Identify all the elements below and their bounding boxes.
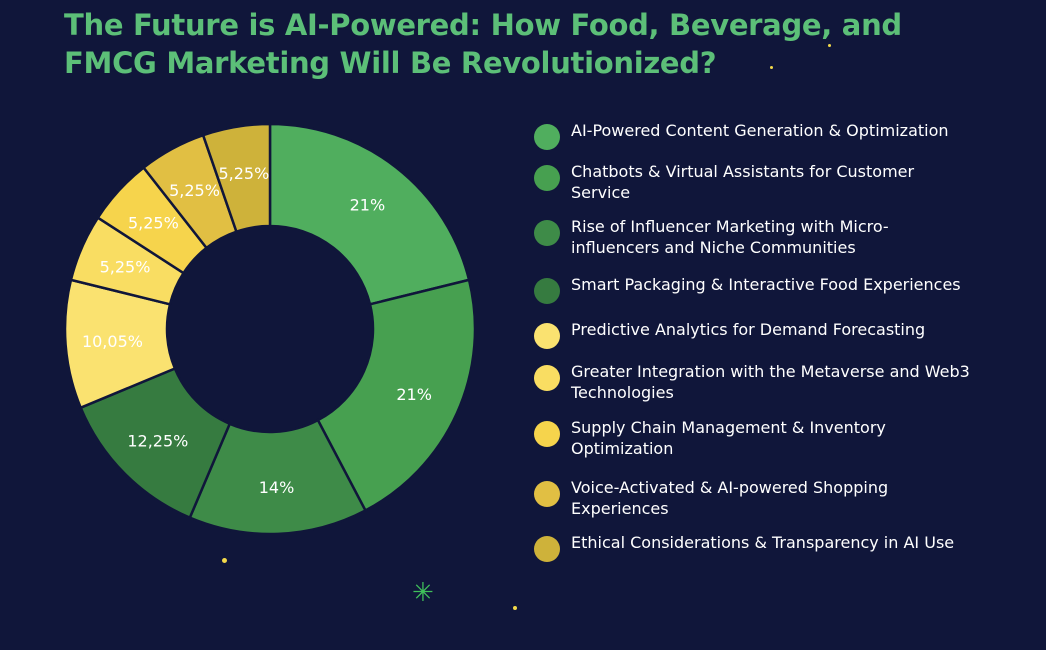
legend: AI-Powered Content Generation & Optimiza… bbox=[534, 120, 974, 562]
legend-swatch bbox=[534, 536, 560, 562]
legend-swatch bbox=[534, 165, 560, 191]
legend-label: Smart Packaging & Interactive Food Exper… bbox=[571, 275, 961, 294]
legend-item: Rise of Influencer Marketing with Micro-… bbox=[534, 216, 974, 258]
legend-label: Chatbots & Virtual Assistants for Custom… bbox=[571, 162, 915, 202]
legend-item: Smart Packaging & Interactive Food Exper… bbox=[534, 274, 974, 304]
slice-data-label: 10,05% bbox=[82, 332, 143, 351]
slice-data-label: 5,25% bbox=[128, 213, 179, 232]
legend-item: AI-Powered Content Generation & Optimiza… bbox=[534, 120, 974, 150]
legend-swatch bbox=[534, 323, 560, 349]
legend-label: Greater Integration with the Metaverse a… bbox=[571, 362, 970, 402]
slice-data-label: 5,25% bbox=[218, 164, 269, 183]
legend-label: Ethical Considerations & Transparency in… bbox=[571, 533, 955, 552]
donut-slice[interactable] bbox=[201, 122, 272, 233]
legend-label: Voice-Activated & AI-powered Shopping Ex… bbox=[571, 478, 889, 518]
donut-slice[interactable] bbox=[268, 122, 471, 306]
legend-label: Rise of Influencer Marketing with Micro-… bbox=[571, 217, 889, 257]
sparkle-decoration bbox=[222, 558, 227, 563]
chart-title: The Future is AI-Powered: How Food, Beve… bbox=[64, 8, 902, 80]
legend-swatch bbox=[534, 220, 560, 246]
legend-item: Supply Chain Management & Inventory Opti… bbox=[534, 417, 974, 459]
legend-swatch bbox=[534, 124, 560, 150]
legend-item: Predictive Analytics for Demand Forecast… bbox=[534, 319, 974, 349]
legend-item: Voice-Activated & AI-powered Shopping Ex… bbox=[534, 477, 974, 519]
slice-data-label: 5,25% bbox=[100, 257, 151, 276]
legend-swatch bbox=[534, 278, 560, 304]
legend-item: Greater Integration with the Metaverse a… bbox=[534, 361, 974, 403]
slice-data-label: 21% bbox=[350, 196, 386, 215]
legend-label: AI-Powered Content Generation & Optimiza… bbox=[571, 121, 949, 140]
sparkle-decoration bbox=[770, 66, 773, 69]
donut-slice[interactable] bbox=[316, 278, 477, 512]
legend-swatch bbox=[534, 421, 560, 447]
sparkle-decoration bbox=[828, 44, 831, 47]
legend-item: Chatbots & Virtual Assistants for Custom… bbox=[534, 161, 974, 203]
legend-item: Ethical Considerations & Transparency in… bbox=[534, 532, 974, 562]
legend-label: Supply Chain Management & Inventory Opti… bbox=[571, 418, 886, 458]
legend-label: Predictive Analytics for Demand Forecast… bbox=[571, 320, 926, 339]
donut-slice[interactable] bbox=[188, 418, 367, 536]
sparkle-burst-icon: ✳ bbox=[412, 578, 434, 608]
slice-data-label: 5,25% bbox=[169, 181, 220, 200]
legend-swatch bbox=[534, 481, 560, 507]
legend-swatch bbox=[534, 365, 560, 391]
slice-data-label: 21% bbox=[396, 385, 432, 404]
slice-data-label: 12,25% bbox=[127, 431, 188, 450]
slice-data-label: 14% bbox=[259, 478, 295, 497]
sparkle-decoration bbox=[513, 606, 517, 610]
